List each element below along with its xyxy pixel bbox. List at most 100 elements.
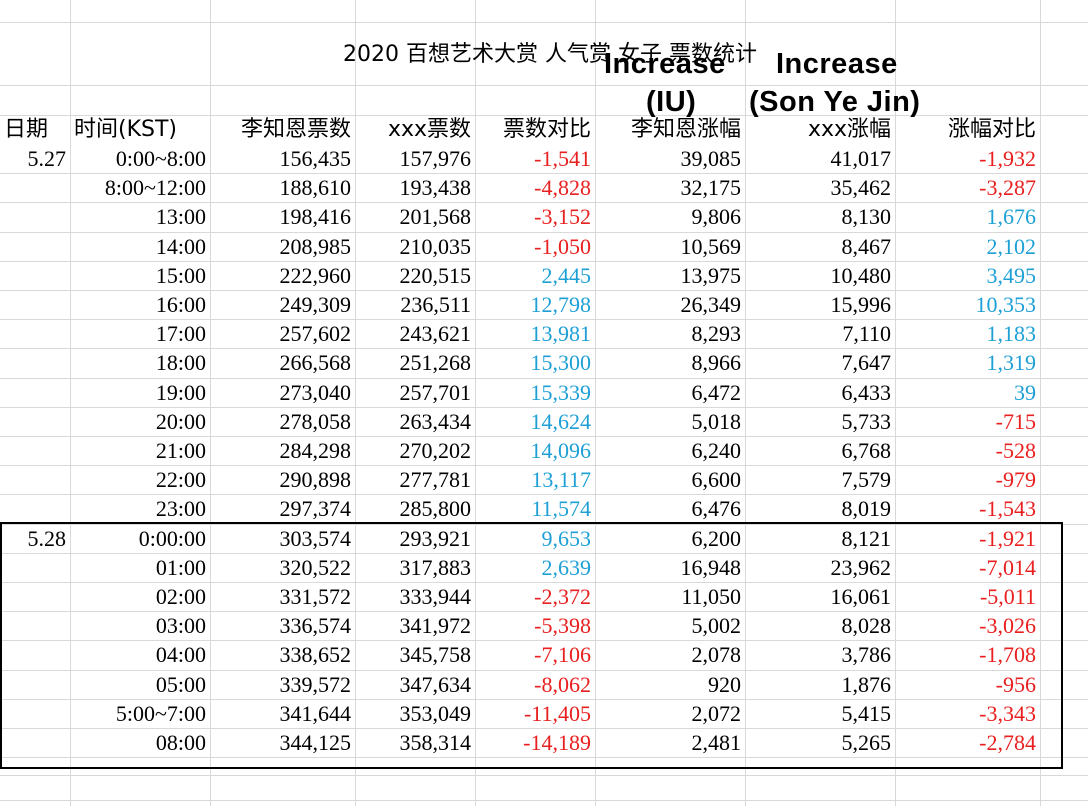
iu-votes-cell: 338,652 xyxy=(279,642,352,668)
iu-increase-cell: 10,569 xyxy=(680,233,742,259)
iu-increase-cell: 26,349 xyxy=(680,292,742,317)
votes-diff-cell: -8,062 xyxy=(534,671,591,697)
xxx-votes-cell: 341,972 xyxy=(399,613,472,639)
iu-increase-cell: 920 xyxy=(708,671,741,697)
iu-votes-cell: 339,572 xyxy=(279,671,352,697)
increase-diff-cell: -956 xyxy=(995,671,1036,697)
date-cell xyxy=(0,348,70,377)
iu-increase-cell: 2,481 xyxy=(691,730,742,755)
increase-diff-cell: -1,708 xyxy=(979,642,1036,668)
date-cell xyxy=(0,728,70,757)
votes-diff-cell: -14,189 xyxy=(523,730,591,755)
header-increase-diff: 涨幅对比 xyxy=(947,117,1036,142)
date-cell xyxy=(0,232,70,261)
votes-diff-cell: 14,624 xyxy=(530,408,592,434)
increase-diff-cell: -3,287 xyxy=(979,175,1036,201)
xxx-votes-cell: 353,049 xyxy=(399,700,472,726)
xxx-increase-cell: 23,962 xyxy=(830,554,892,580)
xxx-votes-cell: 333,944 xyxy=(399,584,472,609)
time-cell: 21:00 xyxy=(155,438,206,463)
increase-diff-cell: -528 xyxy=(995,438,1036,463)
xxx-increase-cell: 7,110 xyxy=(842,321,891,347)
annotation-increase-iu-line1: Increase xyxy=(604,48,726,80)
iu-votes-cell: 303,574 xyxy=(279,525,352,551)
date-cell: 5.28 xyxy=(27,525,67,551)
votes-diff-cell: -4,828 xyxy=(534,175,591,201)
time-cell: 0:00:00 xyxy=(138,525,206,551)
iu-increase-cell: 39,085 xyxy=(680,146,742,171)
xxx-votes-cell: 220,515 xyxy=(399,262,472,288)
iu-votes-cell: 156,435 xyxy=(279,146,352,171)
xxx-votes-cell: 293,921 xyxy=(399,525,472,551)
iu-votes-cell: 188,610 xyxy=(279,175,352,201)
time-cell: 19:00 xyxy=(155,379,206,405)
date-cell xyxy=(0,494,70,523)
time-cell: 13:00 xyxy=(155,204,206,230)
iu-votes-cell: 336,574 xyxy=(279,613,352,639)
votes-diff-cell: 2,445 xyxy=(541,262,592,288)
iu-votes-cell: 208,985 xyxy=(279,233,352,259)
date-cell xyxy=(0,290,70,319)
time-cell: 5:00~7:00 xyxy=(115,700,206,726)
xxx-increase-cell: 41,017 xyxy=(830,146,892,171)
iu-increase-cell: 2,072 xyxy=(691,700,742,726)
iu-votes-cell: 341,644 xyxy=(279,700,352,726)
iu-increase-cell: 11,050 xyxy=(681,584,741,609)
time-cell: 08:00 xyxy=(155,730,206,755)
header-iu-votes: 李知恩票数 xyxy=(240,117,351,142)
xxx-votes-cell: 358,314 xyxy=(399,730,472,755)
votes-diff-cell: -3,152 xyxy=(534,204,591,230)
increase-diff-cell: 1,676 xyxy=(986,204,1037,230)
annotation-increase-syj-line1: Increase xyxy=(776,48,898,80)
votes-diff-cell: -11,405 xyxy=(523,700,591,726)
sheet-title: 2020 百想艺术大赏 人气赏 女子 票数统计 xyxy=(343,42,757,67)
xxx-votes-cell: 193,438 xyxy=(399,175,472,201)
xxx-votes-cell: 236,511 xyxy=(400,292,471,317)
xxx-votes-cell: 270,202 xyxy=(399,438,472,463)
xxx-increase-cell: 8,019 xyxy=(841,496,892,522)
header-votes-diff: 票数对比 xyxy=(502,117,591,142)
time-cell: 01:00 xyxy=(155,554,206,580)
xxx-votes-cell: 201,568 xyxy=(399,204,472,230)
votes-diff-cell: -1,050 xyxy=(534,233,591,259)
xxx-votes-cell: 210,035 xyxy=(399,233,472,259)
increase-diff-cell: 2,102 xyxy=(986,233,1037,259)
xxx-increase-cell: 5,265 xyxy=(841,730,892,755)
xxx-votes-cell: 263,434 xyxy=(399,408,472,434)
time-cell: 16:00 xyxy=(155,292,206,317)
date-cell xyxy=(0,582,70,611)
votes-diff-cell: 9,653 xyxy=(541,525,592,551)
date-cell xyxy=(0,465,70,494)
header-date: 日期 xyxy=(4,117,49,142)
xxx-votes-cell: 243,621 xyxy=(399,321,472,347)
increase-diff-cell: 10,353 xyxy=(975,292,1037,317)
date-cell xyxy=(0,699,70,728)
xxx-votes-cell: 157,976 xyxy=(399,146,472,171)
increase-diff-cell: -2,784 xyxy=(979,730,1036,755)
xxx-votes-cell: 251,268 xyxy=(399,350,472,376)
iu-votes-cell: 278,058 xyxy=(279,408,352,434)
iu-increase-cell: 13,975 xyxy=(680,262,742,288)
iu-increase-cell: 6,200 xyxy=(691,525,742,551)
xxx-increase-cell: 8,130 xyxy=(841,204,892,230)
iu-increase-cell: 2,078 xyxy=(691,642,742,668)
time-cell: 8:00~12:00 xyxy=(104,175,206,201)
time-cell: 03:00 xyxy=(155,613,206,639)
time-cell: 14:00 xyxy=(155,233,206,259)
increase-diff-cell: -1,932 xyxy=(979,146,1036,171)
time-cell: 02:00 xyxy=(155,584,206,609)
iu-votes-cell: 284,298 xyxy=(279,438,352,463)
increase-diff-cell: -7,014 xyxy=(979,554,1036,580)
xxx-votes-cell: 285,800 xyxy=(399,496,472,522)
iu-votes-cell: 222,960 xyxy=(279,262,352,288)
increase-diff-cell: -715 xyxy=(995,408,1036,434)
iu-increase-cell: 8,966 xyxy=(691,350,742,376)
header-xxx-increase: xxx涨幅 xyxy=(807,117,891,142)
votes-diff-cell: 15,339 xyxy=(530,379,592,405)
date-cell xyxy=(0,553,70,582)
increase-diff-cell: -3,343 xyxy=(979,700,1036,726)
increase-diff-cell: -3,026 xyxy=(979,613,1036,639)
time-cell: 17:00 xyxy=(155,321,206,347)
xxx-increase-cell: 5,415 xyxy=(841,700,892,726)
